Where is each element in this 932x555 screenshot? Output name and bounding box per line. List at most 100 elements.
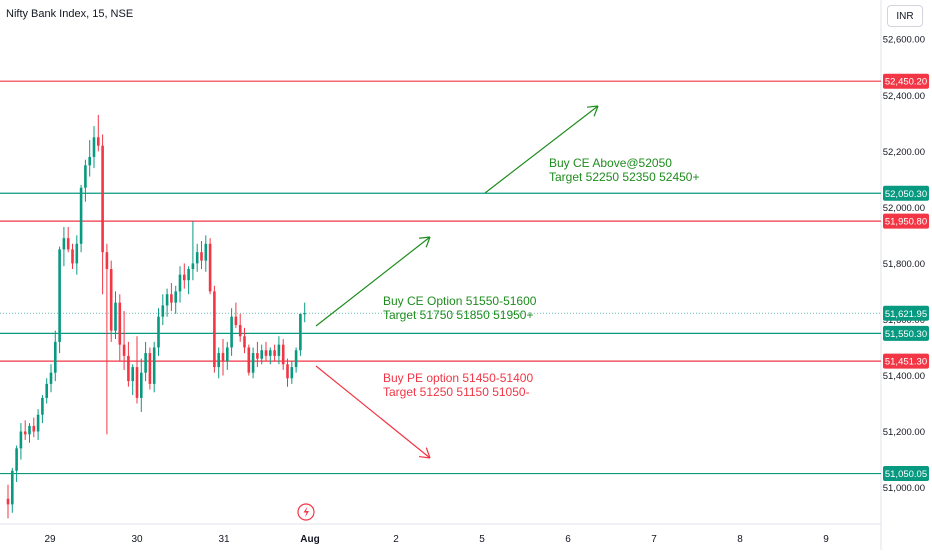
- candle[interactable]: [226, 341, 229, 370]
- candle[interactable]: [15, 445, 18, 482]
- candle[interactable]: [152, 341, 156, 393]
- candle[interactable]: [157, 308, 160, 356]
- price-badge[interactable]: 51,050.05: [883, 466, 929, 482]
- candle[interactable]: [6, 484, 10, 519]
- candle[interactable]: [32, 417, 36, 438]
- candle[interactable]: [217, 347, 220, 379]
- candle[interactable]: [256, 341, 259, 368]
- price-badge[interactable]: 51,550.30: [883, 325, 929, 341]
- candle[interactable]: [75, 235, 79, 275]
- candle-body: [23, 431, 27, 435]
- price-badge-label: 51,950.80: [885, 217, 927, 228]
- candle[interactable]: [234, 302, 238, 328]
- candle[interactable]: [118, 294, 122, 362]
- candle[interactable]: [277, 336, 281, 365]
- candle[interactable]: [58, 246, 61, 354]
- candle[interactable]: [23, 420, 27, 440]
- candle[interactable]: [41, 395, 44, 424]
- candle-body: [75, 243, 79, 264]
- candle[interactable]: [49, 364, 53, 393]
- candle[interactable]: [273, 344, 276, 362]
- price-badge[interactable]: 51,621.95: [883, 305, 929, 321]
- currency-button[interactable]: INR: [887, 5, 923, 27]
- candle[interactable]: [260, 344, 263, 365]
- candle[interactable]: [62, 226, 66, 267]
- price-badge-bg: [883, 73, 929, 89]
- candle[interactable]: [19, 423, 23, 460]
- candle[interactable]: [178, 266, 182, 303]
- candle[interactable]: [264, 341, 268, 362]
- trend-arrow[interactable]: [315, 365, 431, 459]
- annotation-text[interactable]: Target 51250 51150 51050-: [383, 385, 530, 399]
- candle[interactable]: [66, 226, 70, 253]
- candle-body: [19, 431, 23, 449]
- annotation-text[interactable]: Target 52250 52350 52450+: [549, 170, 699, 184]
- candle[interactable]: [92, 126, 96, 169]
- candle[interactable]: [170, 283, 173, 312]
- candle[interactable]: [144, 341, 147, 382]
- candle[interactable]: [200, 240, 203, 270]
- candle[interactable]: [174, 285, 177, 314]
- candle[interactable]: [204, 235, 208, 272]
- candle[interactable]: [165, 288, 169, 317]
- candle[interactable]: [54, 330, 57, 382]
- candle[interactable]: [11, 467, 14, 513]
- candle[interactable]: [71, 243, 74, 270]
- trend-arrow[interactable]: [484, 105, 599, 194]
- candle[interactable]: [140, 358, 143, 412]
- candle[interactable]: [127, 341, 130, 387]
- candle[interactable]: [122, 311, 126, 370]
- trend-arrow[interactable]: [315, 236, 431, 327]
- candle[interactable]: [213, 285, 216, 373]
- price-badge[interactable]: 52,450.20: [883, 73, 929, 89]
- candle[interactable]: [28, 423, 31, 443]
- arrow-head: [419, 455, 431, 459]
- annotation-text[interactable]: Buy PE option 51450-51400: [383, 371, 533, 385]
- candle[interactable]: [84, 159, 87, 202]
- candle[interactable]: [135, 336, 139, 404]
- lightning-icon[interactable]: [297, 503, 315, 521]
- annotation-text[interactable]: Target 51750 51850 51950+: [383, 308, 533, 322]
- candle[interactable]: [303, 302, 306, 323]
- candle[interactable]: [148, 347, 152, 390]
- candle[interactable]: [243, 327, 246, 354]
- candle[interactable]: [109, 260, 113, 342]
- candle-body: [200, 252, 203, 261]
- annotation-text[interactable]: Buy CE Option 51550-51600: [383, 294, 537, 308]
- candle[interactable]: [251, 347, 255, 379]
- candle[interactable]: [290, 361, 294, 384]
- candle[interactable]: [45, 378, 48, 404]
- candle[interactable]: [238, 313, 242, 342]
- candle[interactable]: [105, 243, 109, 435]
- candle[interactable]: [221, 339, 225, 376]
- candle[interactable]: [161, 294, 165, 326]
- candle[interactable]: [79, 184, 83, 253]
- price-badge[interactable]: 51,950.80: [883, 213, 929, 229]
- candle[interactable]: [131, 364, 134, 396]
- candle[interactable]: [191, 221, 195, 281]
- time-tick-label: 29: [44, 534, 56, 545]
- candle[interactable]: [187, 266, 190, 295]
- price-tick-label: 51,800.00: [883, 259, 925, 270]
- candle[interactable]: [101, 134, 104, 295]
- price-badge[interactable]: 51,451.30: [883, 353, 929, 369]
- candle[interactable]: [269, 347, 272, 365]
- candle[interactable]: [114, 291, 117, 340]
- candle[interactable]: [286, 358, 289, 387]
- candle[interactable]: [247, 344, 251, 376]
- candle[interactable]: [281, 339, 285, 370]
- candle[interactable]: [208, 238, 212, 295]
- candle[interactable]: [230, 308, 233, 356]
- candle-body: [299, 313, 302, 351]
- annotation-text[interactable]: Buy CE Above@52050: [549, 156, 672, 170]
- price-badge[interactable]: 52,050.30: [883, 185, 929, 201]
- candle[interactable]: [183, 263, 186, 289]
- candle[interactable]: [36, 409, 40, 440]
- candle[interactable]: [195, 243, 199, 272]
- candle[interactable]: [294, 347, 298, 373]
- candle[interactable]: [299, 313, 302, 356]
- candle[interactable]: [88, 140, 91, 177]
- candle[interactable]: [97, 114, 100, 152]
